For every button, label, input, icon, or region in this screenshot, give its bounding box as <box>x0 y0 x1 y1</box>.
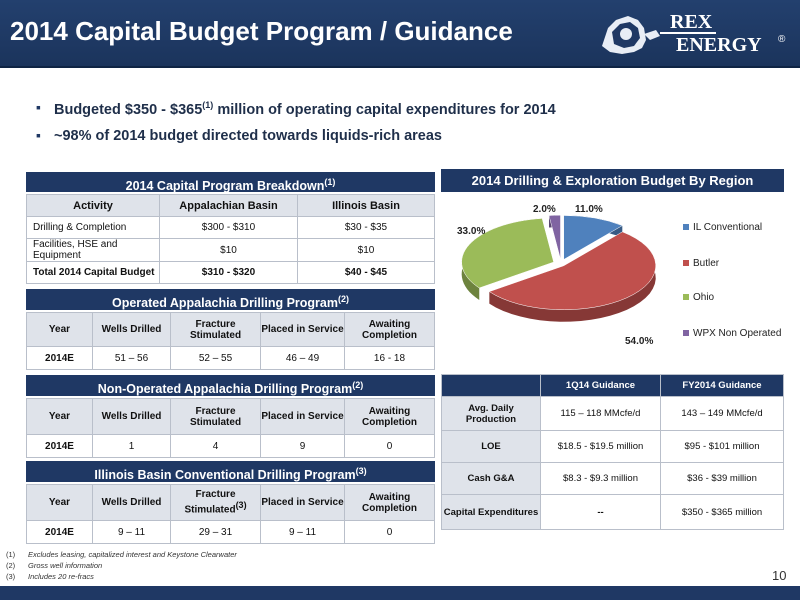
summary-bullets: Budgeted $350 - $365(1) million of opera… <box>36 99 556 154</box>
breakdown-title: 2014 Capital Program Breakdown(1) <box>26 172 435 193</box>
pie-label-butler: 54.0% <box>625 336 653 347</box>
header-bar: 2014 Capital Budget Program / Guidance R… <box>0 0 800 68</box>
table-row: Capital Expenditures -- $350 - $365 mill… <box>441 494 784 530</box>
budget-pie-chart: 11.0% 54.0% 33.0% 2.0% <box>457 204 656 347</box>
table-row: 2014E 51 – 56 52 – 55 46 – 49 16 - 18 <box>26 346 435 370</box>
operated-title: Operated Appalachia Drilling Program(2) <box>26 289 435 310</box>
breakdown-table: Activity Appalachian Basin Illinois Basi… <box>26 194 435 284</box>
table-row: Drilling & Completion $300 - $310 $30 - … <box>26 216 435 239</box>
legend-item-il-conventional: IL Conventional <box>683 222 762 233</box>
guidance-table: 1Q14 Guidance FY2014 Guidance Avg. Daily… <box>441 374 784 530</box>
pie-slice-wpx-non-operated <box>548 214 561 260</box>
page-number: 10 <box>772 568 787 583</box>
table-row: LOE $18.5 - $19.5 million $95 - $101 mil… <box>441 430 784 463</box>
col-activity: Activity <box>26 194 160 217</box>
pie-slice-butler <box>488 231 656 310</box>
logo-bottom-text: ENERGY <box>676 34 762 56</box>
pie-label-il-conventional: 11.0% <box>575 204 603 215</box>
footnotes: (1) Excludes leasing, capitalized interes… <box>6 549 237 582</box>
pie-label-wpx-non-operated: 2.0% <box>533 204 556 215</box>
logo-registered-mark: ® <box>778 34 786 45</box>
bullet-budget: Budgeted $350 - $365(1) million of opera… <box>36 99 556 118</box>
footnote: (1) Excludes leasing, capitalized interes… <box>6 550 237 559</box>
legend-swatch <box>683 294 689 301</box>
operated-table: Year Wells Drilled Fracture Stimulated P… <box>26 312 435 370</box>
logo-top-text: REX <box>670 11 713 33</box>
legend-label: Butler <box>693 258 720 269</box>
chart-title: 2014 Drilling & Exploration Budget By Re… <box>441 169 784 192</box>
legend-swatch <box>683 260 689 267</box>
legend-label: WPX Non Operated <box>693 328 782 339</box>
footer-bar <box>0 586 800 600</box>
table-row: Avg. Daily Production 115 – 118 MMcfe/d … <box>441 396 784 431</box>
pie-slice-il-conventional <box>563 215 623 260</box>
col-appalachian: Appalachian Basin <box>159 194 298 217</box>
table-row: Facilities, HSE and Equipment $10 $10 <box>26 238 435 262</box>
footnote: (3) Includes 20 re-fracs <box>6 572 94 581</box>
nonoperated-title: Non-Operated Appalachia Drilling Program… <box>26 375 435 396</box>
legend-swatch <box>683 224 689 231</box>
col-illinois: Illinois Basin <box>297 194 435 217</box>
table-row: 2014E 1 4 9 0 <box>26 434 435 458</box>
legend-item-butler: Butler <box>683 258 719 269</box>
legend-label: IL Conventional <box>693 222 763 233</box>
bullet-liquids: ~98% of 2014 budget directed towards liq… <box>36 127 556 144</box>
table-row-total: Total 2014 Capital Budget $310 - $320 $4… <box>26 261 435 284</box>
legend-label: Ohio <box>693 292 715 303</box>
legend-item-ohio: Ohio <box>683 292 714 303</box>
pie-label-ohio: 33.0% <box>457 226 485 237</box>
pie-slice-ohio <box>461 218 554 289</box>
table-row: Cash G&A $8.3 - $9.3 million $36 - $39 m… <box>441 462 784 495</box>
illinois-table: Year Wells Drilled Fracture Stimulated(3… <box>26 484 435 544</box>
rex-energy-logo: REX ENERGY ® <box>602 11 786 56</box>
table-row: 2014E 9 – 11 29 – 31 9 – 11 0 <box>26 520 435 544</box>
illinois-title: Illinois Basin Conventional Drilling Pro… <box>26 461 435 482</box>
lion-emblem-icon <box>602 16 660 54</box>
legend-swatch <box>683 330 689 337</box>
footnote: (2) Gross well information <box>6 561 103 570</box>
nonoperated-table: Year Wells Drilled Fracture Stimulated P… <box>26 398 435 458</box>
page-title: 2014 Capital Budget Program / Guidance <box>10 16 513 46</box>
legend-item-wpx-non-operated: WPX Non Operated <box>683 328 781 339</box>
